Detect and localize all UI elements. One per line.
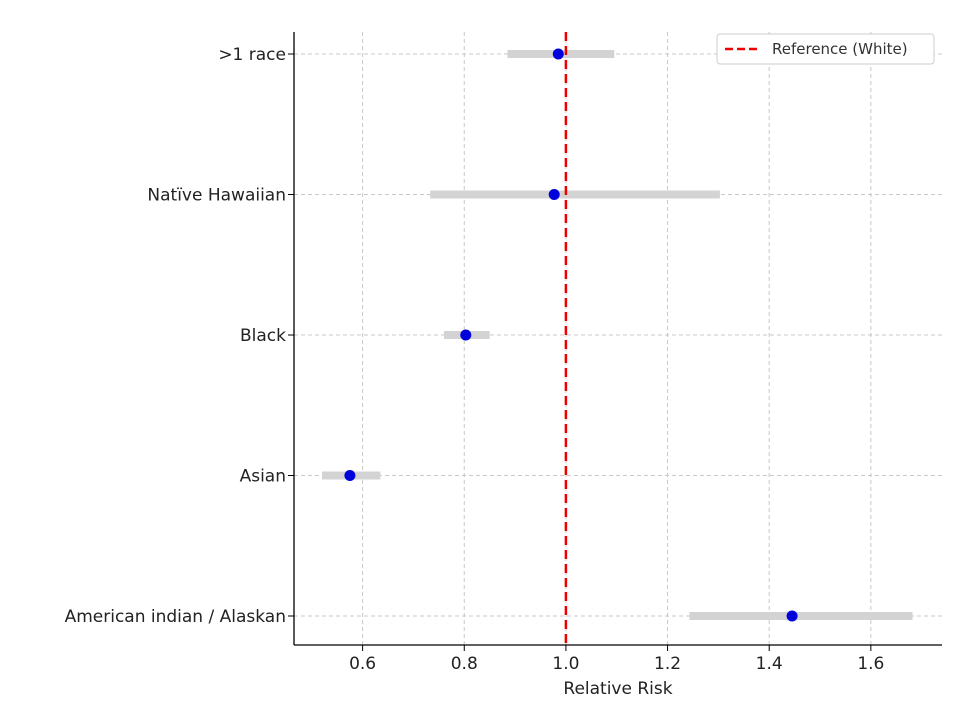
point-estimate-2 <box>460 329 472 341</box>
x-axis-ticks: 0.6 0.8 1.0 1.2 1.4 1.6 <box>349 645 884 674</box>
point-estimate-4 <box>786 610 798 622</box>
y-tick-label-2: Black <box>240 326 286 346</box>
y-tick-label-0: >1 race <box>218 45 286 65</box>
x-tick-label-1: 0.8 <box>451 654 478 674</box>
y-tick-label-4: American indian / Alaskan <box>65 607 286 627</box>
point-estimate-1 <box>548 189 560 200</box>
legend-box <box>716 33 935 65</box>
x-tick-label-5: 1.6 <box>857 654 884 674</box>
legend: Reference (White) <box>716 33 935 65</box>
x-tick-label-3: 1.2 <box>654 654 681 674</box>
y-tick-label-3: Asian <box>240 467 286 487</box>
legend-reference-label: Reference (White) <box>772 40 908 58</box>
x-tick-label-4: 1.4 <box>756 654 783 674</box>
point-estimate-0 <box>552 48 564 60</box>
point-estimates <box>344 48 798 622</box>
point-estimate-3 <box>344 470 356 481</box>
x-tick-label-0: 0.6 <box>349 654 376 674</box>
axes <box>293 32 942 646</box>
y-axis-ticks: >1 race Natïve Hawaiian Black Asian American… <box>65 45 294 627</box>
x-axis-title: Relative Risk <box>563 679 672 699</box>
x-tick-label-2: 1.0 <box>552 654 579 674</box>
y-tick-label-1: Natïve Hawaiian <box>147 186 286 206</box>
